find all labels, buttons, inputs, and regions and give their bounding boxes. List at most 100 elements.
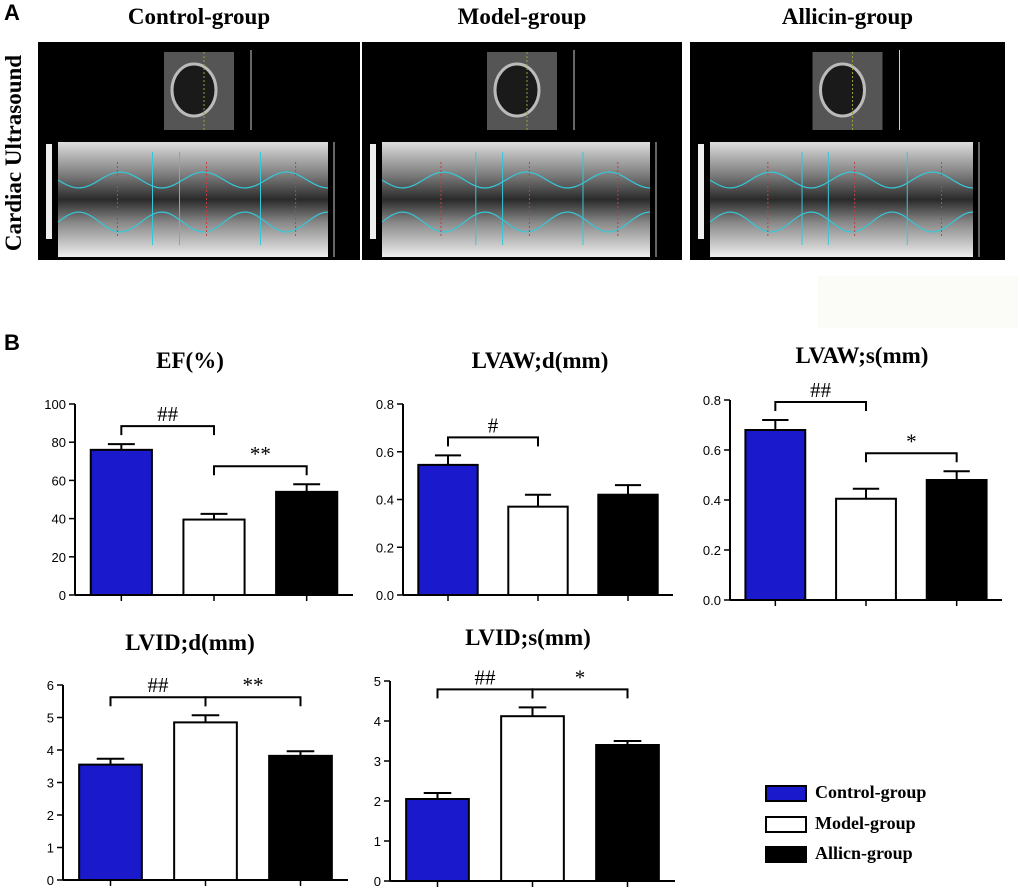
chart-title: LVID;d(mm) <box>125 630 255 655</box>
legend-swatch-control <box>765 785 807 802</box>
heart-chamber <box>170 62 218 118</box>
m-mode-strip <box>382 142 650 257</box>
y-tick-label: 0.2 <box>703 543 721 558</box>
y-tick-label: 4 <box>374 714 381 729</box>
bar-allicin <box>595 744 660 882</box>
ultrasound-graphic <box>698 50 980 257</box>
significance-bracket <box>109 696 207 707</box>
legend-swatch-allicin <box>765 846 807 863</box>
y-tick-label: 40 <box>52 512 66 527</box>
significance-label: # <box>488 413 499 437</box>
wall-trace-upper <box>709 171 974 189</box>
y-tick-label: 2 <box>374 794 381 809</box>
gain-bar <box>370 144 376 239</box>
bar-model <box>500 715 565 883</box>
bar-model <box>182 518 246 596</box>
y-tick-label: 5 <box>47 711 54 726</box>
y-tick-label: 0.4 <box>703 493 721 508</box>
chart-title: EF(%) <box>156 348 224 373</box>
y-tick-label: 2 <box>47 808 54 823</box>
y-tick-label: 20 <box>52 550 66 565</box>
y-tick-label: 1 <box>47 841 54 856</box>
bar-allicin <box>275 490 339 596</box>
heart-chamber <box>819 62 866 118</box>
significance-label: ## <box>148 673 170 697</box>
y-tick-label: 0.8 <box>376 397 394 412</box>
bar-model <box>835 497 897 601</box>
group-title-allicin: Allicin-group <box>781 4 914 29</box>
y-tick-label: 0.2 <box>376 540 394 555</box>
heart-chamber <box>493 62 541 118</box>
bar-control <box>89 448 153 596</box>
significance-bracket <box>447 436 539 447</box>
significance-bracket <box>436 688 534 699</box>
legend-item-control: Control-group <box>765 782 1005 812</box>
significance-label: * <box>906 429 917 453</box>
significance-label: ## <box>810 378 832 402</box>
group-title-control: Control-group <box>127 4 271 29</box>
bar-control <box>405 798 470 882</box>
y-tick-label: 0 <box>59 588 66 603</box>
significance-bracket <box>865 452 958 463</box>
significance-label: ** <box>250 442 271 466</box>
wall-trace-lower <box>709 211 974 233</box>
chart-title: LVAW;s(mm) <box>796 343 929 368</box>
y-tick-label: 1 <box>374 834 381 849</box>
panel-a-letter: A <box>4 0 20 25</box>
legend-label-model: Model-group <box>815 813 916 833</box>
significance-bracket <box>531 688 629 699</box>
m-mode-strip <box>710 142 973 257</box>
y-tick-label: 80 <box>52 435 66 450</box>
chart-title: LVID;s(mm) <box>465 625 591 650</box>
wall-trace-upper <box>381 171 651 189</box>
y-tick-label: 0 <box>47 873 54 888</box>
y-tick-label: 6 <box>47 678 54 693</box>
background-patch <box>818 276 1018 328</box>
bar-allicin <box>925 479 988 601</box>
ultrasound-graphic <box>46 50 335 257</box>
legend-item-model: Model-group <box>765 813 1005 843</box>
y-tick-label: 0.4 <box>376 493 394 508</box>
significance-label: ** <box>243 673 264 697</box>
bar-model <box>173 721 238 881</box>
y-tick-label: 0.6 <box>376 445 394 460</box>
chart-title: LVAW;d(mm) <box>472 348 609 373</box>
significance-bracket <box>774 401 867 411</box>
legend-swatch-model <box>765 816 807 833</box>
significance-label: ## <box>157 402 179 426</box>
y-tick-label: 0 <box>374 874 381 889</box>
y-tick-label: 60 <box>52 473 66 488</box>
bar-allicin <box>597 493 659 597</box>
panel-b-letter: B <box>4 330 20 355</box>
bar-control <box>417 463 479 596</box>
y-tick-label: 4 <box>47 743 54 758</box>
ultrasound-image-model <box>362 42 682 260</box>
significance-bracket <box>213 465 308 476</box>
y-tick-label: 0.6 <box>703 443 721 458</box>
legend-label-allicin: Allicn-group <box>815 843 913 863</box>
row-label-text: Cardiac Ultrasound <box>1 54 26 251</box>
y-tick-label: 0.0 <box>376 588 394 603</box>
y-tick-label: 5 <box>374 674 381 689</box>
bar-control <box>78 763 143 881</box>
gain-bar <box>698 144 704 239</box>
ultrasound-image-allicin <box>690 42 1005 260</box>
significance-bracket <box>204 696 302 707</box>
gain-bar <box>46 144 52 239</box>
significance-label: ## <box>475 665 497 689</box>
bar-allicin <box>268 754 333 881</box>
wall-trace-lower <box>381 211 651 233</box>
legend-label-control: Control-group <box>815 782 927 802</box>
y-tick-label: 100 <box>44 397 66 412</box>
m-mode-strip <box>58 142 328 257</box>
y-tick-label: 0.0 <box>703 593 721 608</box>
wall-trace-upper <box>57 171 329 189</box>
bar-control <box>744 429 807 601</box>
wall-trace-lower <box>57 211 329 233</box>
y-tick-label: 0.8 <box>703 393 721 408</box>
significance-bracket <box>120 425 215 436</box>
group-title-model: Model-group <box>457 4 587 29</box>
row-label: Cardiac Ultrasound <box>1 40 26 265</box>
bar-model <box>507 505 569 597</box>
legend-item-allicin: Allicn-group <box>765 843 1005 873</box>
